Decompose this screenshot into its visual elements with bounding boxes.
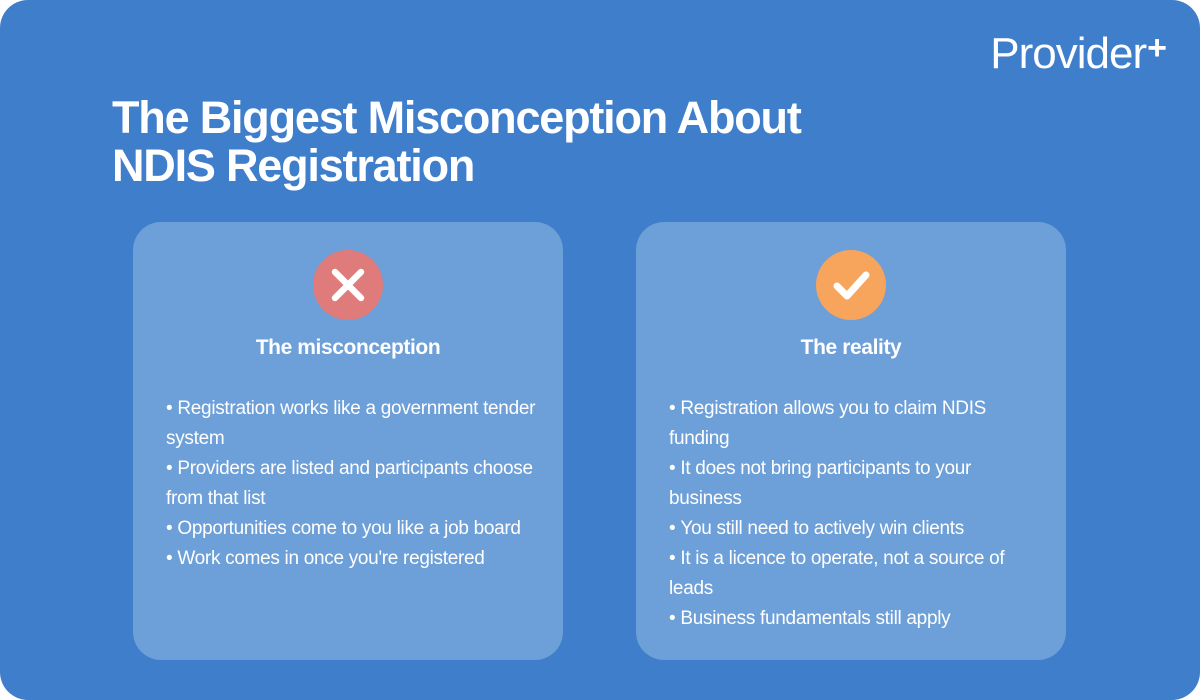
list-item: Work comes in once you're registered — [166, 544, 538, 574]
reality-title: The reality — [800, 336, 902, 359]
list-item: It is a licence to operate, not a source… — [669, 544, 1041, 604]
brand-name: Provider — [990, 29, 1147, 78]
list-item: Registration works like a government ten… — [166, 394, 538, 454]
brand-logo: Provider+ — [990, 29, 1167, 78]
list-item: You still need to actively win clients — [669, 514, 1041, 544]
list-item: Registration allows you to claim NDIS fu… — [669, 394, 1041, 454]
misconception-list: Registration works like a government ten… — [166, 394, 538, 574]
cross-icon — [331, 268, 365, 302]
list-item: Opportunities come to you like a job boa… — [166, 514, 538, 544]
reality-card: The reality Registration allows you to c… — [636, 222, 1066, 660]
list-item: It does not bring participants to your b… — [669, 454, 1041, 514]
misconception-badge — [313, 250, 383, 320]
reality-badge — [816, 250, 886, 320]
list-item: Business fundamentals still apply — [669, 604, 1041, 634]
misconception-card: The misconception Registration works lik… — [133, 222, 563, 660]
check-icon — [833, 271, 870, 300]
misconception-title: The misconception — [255, 336, 441, 359]
brand-plus-mark: + — [1147, 29, 1167, 67]
reality-list: Registration allows you to claim NDIS fu… — [669, 394, 1041, 634]
list-item: Providers are listed and participants ch… — [166, 454, 538, 514]
page-title: The Biggest Misconception About NDIS Reg… — [112, 92, 802, 191]
